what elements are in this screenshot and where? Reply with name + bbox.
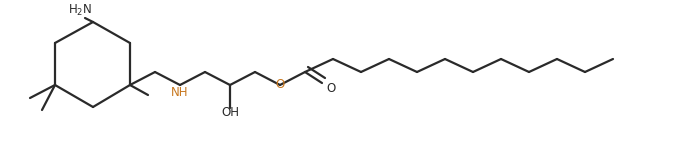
Text: O: O (276, 78, 285, 92)
Text: NH: NH (171, 87, 188, 100)
Text: H$_2$N: H$_2$N (68, 3, 92, 18)
Text: O: O (327, 81, 336, 95)
Text: OH: OH (221, 106, 239, 119)
